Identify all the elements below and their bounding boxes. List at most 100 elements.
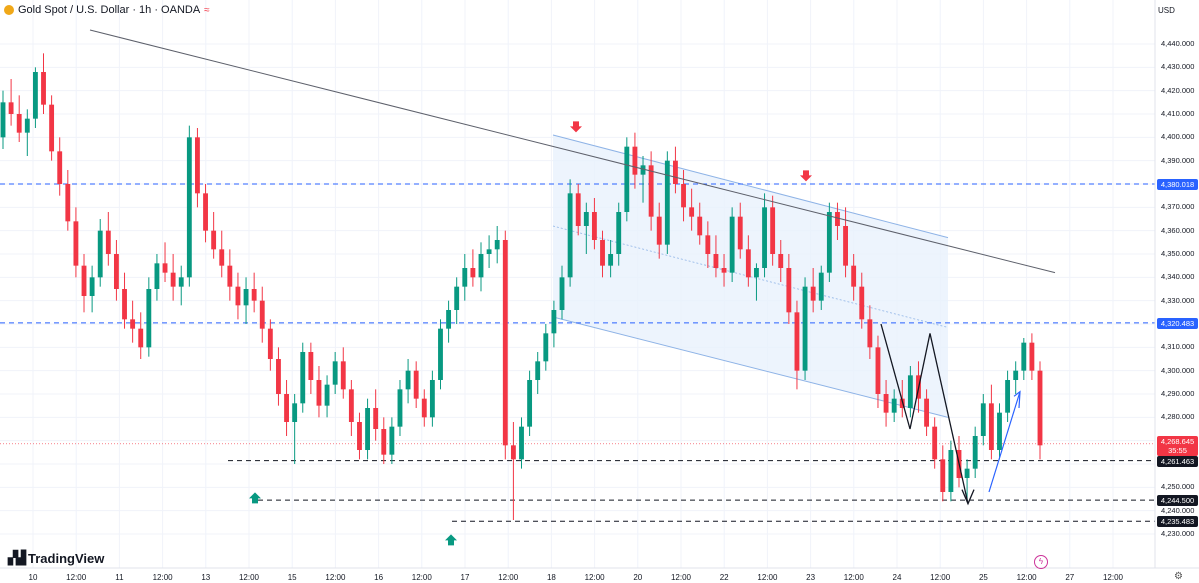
candle-body (648, 165, 654, 217)
candle-body (113, 254, 119, 289)
candle-body (608, 254, 614, 266)
candle-body (891, 398, 897, 413)
candle-body (227, 265, 233, 287)
drawings[interactable] (89, 29, 1056, 506)
candle-body (997, 412, 1002, 450)
candle-body (527, 380, 533, 427)
candle-body (235, 286, 241, 306)
candle-body (875, 347, 881, 394)
candle-body (948, 450, 954, 492)
buy-arrow-marker (249, 492, 261, 504)
time-tick: 12:00 (238, 573, 260, 582)
horizontal-levels[interactable] (0, 183, 1155, 522)
time-tick: 16 (374, 573, 384, 582)
candle-body (8, 102, 14, 114)
time-tick: 15 (287, 573, 297, 582)
time-tick: 24 (892, 573, 902, 582)
candle-body (429, 380, 435, 418)
candle-body (600, 240, 605, 266)
candle-body (591, 212, 597, 240)
candle-body (737, 216, 743, 250)
currency-label[interactable]: USD (1158, 6, 1175, 15)
candle-body (964, 468, 970, 478)
candle-body (446, 310, 452, 329)
candle-body (130, 319, 136, 329)
candle-body (519, 426, 524, 460)
candle-body (73, 221, 79, 266)
time-tick: 22 (719, 573, 729, 582)
candle-body (924, 398, 930, 427)
candle-body (1037, 370, 1043, 446)
candle-body (786, 268, 792, 313)
candle-body (348, 389, 354, 422)
candle-body (89, 277, 95, 296)
candle-body (859, 286, 865, 320)
settings-icon[interactable]: ⚙ (1174, 571, 1183, 582)
candle-body (664, 160, 670, 245)
price-tick: 4,340.000 (1161, 272, 1195, 282)
candle-body (65, 184, 71, 222)
time-tick: 17 (460, 573, 470, 582)
time-tick: 12:00 (411, 573, 432, 582)
time-tick: 12:00 (66, 573, 87, 582)
candle-body (49, 104, 55, 152)
price-tick: 4,240.000 (1161, 505, 1195, 515)
candle-body (867, 319, 873, 348)
price-tick: 4,370.000 (1161, 202, 1195, 212)
candle-body (802, 286, 808, 371)
chart-header[interactable]: Gold Spot / U.S. Dollar · 1h · OANDA ≈ (4, 3, 210, 17)
time-tick: 12:00 (152, 573, 173, 582)
candle-body (510, 445, 516, 460)
candle-body (640, 165, 646, 175)
lightning-icon[interactable]: ϟ (1034, 555, 1048, 569)
candle-body (421, 398, 427, 418)
zigzag-projection (880, 323, 969, 504)
candle-body (883, 394, 889, 413)
blue-arrow (988, 391, 1021, 493)
candle-body (583, 212, 589, 226)
candle-body (575, 193, 581, 226)
candle-body (178, 277, 184, 287)
candle-body (1013, 370, 1019, 380)
sell-arrow-marker (570, 121, 582, 133)
candle-body (397, 389, 403, 427)
price-tick: 4,280.000 (1161, 412, 1195, 422)
channel-upper-line (552, 134, 949, 239)
candle-body (292, 403, 298, 422)
logo-text: TradingView (28, 550, 105, 566)
candle-body (0, 102, 6, 138)
time-tick: 12:00 (1102, 573, 1124, 582)
price-tick: 4,350.000 (1161, 249, 1195, 258)
candle-body (186, 137, 192, 278)
time-tick: 23 (806, 573, 816, 582)
candle-body (494, 240, 500, 250)
blue-arrowhead (1013, 390, 1021, 409)
time-tick: 10 (28, 573, 38, 582)
time-tick: 18 (546, 573, 556, 582)
candle-body (1021, 342, 1027, 371)
price-tick: 4,400.000 (1161, 132, 1195, 142)
price-tick: 4,410.000 (1161, 109, 1195, 118)
candle-body (754, 268, 759, 278)
current-price-label: 4,268.645 35:55 (1157, 435, 1198, 456)
candle-body (721, 268, 727, 273)
candle-body (567, 193, 573, 278)
level-price-label: 4,320.483 (1157, 317, 1198, 329)
price-tick: 4,360.000 (1161, 225, 1195, 235)
candle-body (470, 268, 476, 278)
tradingview-logo[interactable]: ▞▟ TradingView (8, 550, 104, 566)
candle-body (907, 375, 913, 408)
candle-body (324, 384, 330, 406)
candle-body (405, 370, 411, 390)
candle-body (454, 286, 460, 310)
channel-lower-line (552, 316, 949, 418)
candle-body (138, 328, 144, 348)
price-tick: 4,230.000 (1161, 529, 1195, 538)
candle-body (762, 207, 767, 268)
symbol-title[interactable]: Gold Spot / U.S. Dollar · 1h · OANDA (18, 4, 201, 16)
time-tick: 12:00 (498, 573, 519, 582)
candle-body (681, 184, 686, 208)
time-tick: 20 (633, 573, 643, 582)
candle-body (1029, 342, 1035, 371)
